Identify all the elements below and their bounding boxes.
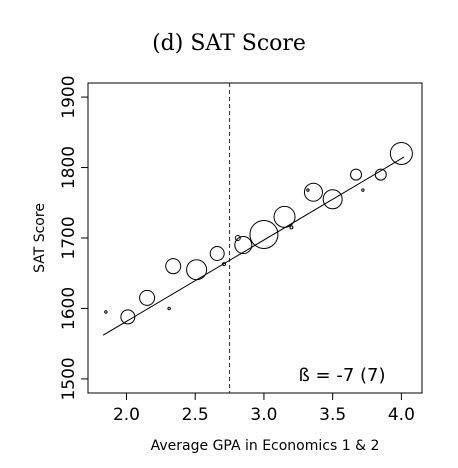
data-point (234, 235, 241, 241)
x-tick-label: 2.5 (182, 405, 209, 425)
data-point (273, 205, 296, 228)
x-tick-label: 4.0 (388, 405, 415, 425)
data-point (374, 168, 387, 181)
data-point (120, 309, 136, 325)
x-tick-label: 2.0 (113, 405, 140, 425)
data-point (350, 168, 363, 181)
data-point (209, 246, 225, 261)
data-point (186, 259, 208, 281)
beta-annotation: ß = -7 (7) (298, 365, 385, 386)
chart-title: (d) SAT Score (152, 31, 306, 56)
y-axis-label: SAT Score (32, 203, 48, 273)
data-point (139, 289, 156, 306)
y-tick-label: 1500 (59, 357, 79, 400)
data-point (249, 219, 279, 249)
y-tick-label: 1600 (59, 287, 79, 330)
data-point (289, 225, 294, 230)
data-point (306, 188, 310, 192)
data-point (389, 141, 413, 165)
y-tick-label: 1900 (59, 75, 79, 118)
data-point (165, 258, 182, 275)
x-tick-label: 3.0 (250, 405, 277, 425)
x-tick-label: 3.5 (319, 405, 346, 425)
data-points (104, 141, 413, 325)
data-point (303, 182, 323, 202)
fit-line (102, 156, 405, 336)
data-point (222, 262, 227, 267)
data-point (322, 189, 343, 210)
data-point (234, 236, 253, 255)
plot-frame (87, 82, 423, 394)
x-axis-label: Average GPA in Economics 1 & 2 (151, 438, 380, 454)
data-point (361, 188, 365, 192)
data-point (104, 310, 108, 314)
data-point (167, 306, 171, 311)
x-axis-ticks: 2.0 2.5 3.0 3.5 4.0 (113, 393, 415, 425)
y-tick-label: 1800 (59, 146, 79, 189)
y-axis-ticks: 1500 1600 1700 1800 1900 (59, 75, 88, 401)
y-tick-label: 1700 (59, 216, 79, 259)
